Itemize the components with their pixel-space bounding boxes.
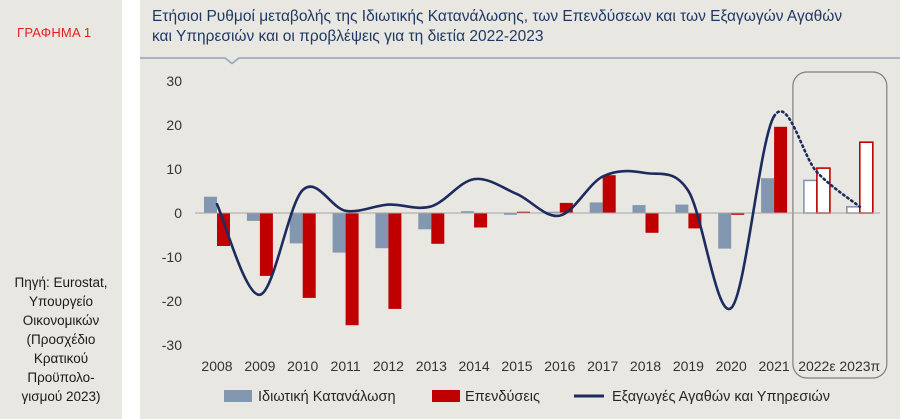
x-tick-label: 2008 — [201, 358, 232, 374]
source-note-line: Κρατικού — [33, 351, 89, 366]
y-tick-label: 0 — [174, 205, 182, 221]
bar-consumption-2017 — [589, 202, 603, 213]
bar-consumption-2012 — [375, 213, 389, 249]
bar-consumption-2008 — [204, 196, 217, 213]
x-tick-label: 2017 — [587, 358, 618, 374]
y-tick-label: 20 — [166, 117, 182, 133]
bar-investment-2016 — [559, 202, 573, 213]
x-tick-label: 2013 — [416, 358, 447, 374]
bar-consumption-2023p — [845, 206, 861, 214]
bar-consumption-2009 — [246, 213, 260, 221]
bar-investment-2021 — [774, 126, 788, 213]
legend-label-exports: Εξαγωγές Αγαθών και Υπηρεσιών — [612, 389, 830, 405]
legend-swatch-investment — [432, 390, 460, 402]
line-series-exports — [215, 110, 862, 311]
bar-series-investment — [217, 126, 874, 326]
x-tick-label: 2023π — [839, 358, 880, 374]
x-tick-label: 2021 — [759, 358, 790, 374]
bar-consumption-2010 — [289, 213, 303, 244]
source-note-line: Οικονομικών — [22, 313, 100, 328]
bar-investment-2010 — [302, 213, 316, 298]
bar-consumption-2020 — [718, 213, 732, 249]
bar-investment-2015 — [517, 211, 530, 213]
bar-consumption-2021 — [761, 178, 775, 213]
source-note-line: γισμού 2023) — [21, 389, 101, 404]
y-axis: 30 20 10 0 -10 -20 -30 — [162, 73, 182, 353]
x-tick-label: 2019 — [673, 358, 704, 374]
legend-label-consumption: Ιδιωτική Κατανάλωση — [258, 389, 396, 405]
y-tick-label: 30 — [166, 73, 182, 89]
bar-investment-2017 — [602, 175, 616, 213]
bar-consumption-2019 — [675, 204, 689, 213]
x-tick-label: 2010 — [287, 358, 318, 374]
bar-investment-2014 — [474, 213, 488, 228]
exports-line-actual — [215, 114, 776, 311]
bar-investment-2008 — [217, 213, 230, 246]
x-tick-label: 2022ε — [798, 358, 835, 374]
legend: Ιδιωτική Κατανάλωση Επενδύσεις Εξαγωγές Αγ… — [224, 389, 830, 405]
bar-investment-2023p — [858, 141, 874, 214]
y-tick-label: 10 — [166, 161, 182, 177]
bar-investment-2012 — [388, 213, 402, 309]
bar-investment-2018 — [645, 213, 659, 233]
legend-swatch-consumption — [224, 390, 252, 402]
bar-investment-2009 — [259, 213, 273, 276]
legend-label-investment: Επενδύσεις — [465, 389, 540, 405]
x-tick-label: 2011 — [331, 358, 361, 374]
y-tick-label: -20 — [162, 293, 182, 309]
forecast-box — [792, 71, 888, 379]
exports-line-forecast — [772, 110, 862, 209]
y-tick-label: -30 — [162, 337, 182, 353]
source-note-line: Υπουργείο — [29, 294, 93, 309]
x-tick-label: 2012 — [373, 358, 404, 374]
chart-title-line: Ετήσιοι Ρυθμοί μεταβολής της Ιδιωτικής Κ… — [152, 8, 843, 25]
bar-consumption-2015 — [504, 213, 517, 215]
figure-label: ΓΡΑΦΗΜΑ 1 — [17, 25, 92, 40]
bar-consumption-2018 — [632, 205, 646, 213]
chart-title: Ετήσιοι Ρυθμοί μεταβολής της Ιδιωτικής Κ… — [152, 7, 842, 47]
chart-title-line: και Υπηρεσιών και οι προβλέψεις για τη δ… — [152, 28, 544, 45]
y-tick-label: -10 — [162, 249, 182, 265]
x-tick-label: 2016 — [544, 358, 575, 374]
x-tick-label: 2018 — [630, 358, 661, 374]
source-note-line: Προϋπολο- — [27, 370, 95, 385]
bar-consumption-2022e — [803, 179, 818, 214]
source-note-line: (Προσχέδιο — [26, 332, 96, 347]
source-note: Πηγή: Eurostat, Υπουργείο Οικονομικών (Π… — [0, 273, 122, 406]
x-axis: 2008 2009 2010 2011 2012 2013 2014 2015 2016 2017… — [201, 358, 880, 374]
x-tick-label: 2020 — [716, 358, 747, 374]
bar-consumption-2014 — [461, 211, 475, 213]
x-tick-label: 2009 — [244, 358, 275, 374]
bar-investment-2011 — [345, 213, 359, 326]
bar-investment-2013 — [431, 213, 445, 244]
source-note-line: Πηγή: Eurostat, — [14, 275, 108, 290]
title-underline — [140, 57, 900, 65]
x-tick-label: 2015 — [501, 358, 532, 374]
x-tick-label: 2014 — [459, 358, 490, 374]
bar-consumption-2013 — [418, 213, 432, 230]
bar-investment-2020 — [731, 213, 745, 215]
left-panel — [0, 0, 122, 419]
bar-consumption-2016 — [546, 211, 560, 213]
bar-consumption-2011 — [332, 213, 346, 253]
